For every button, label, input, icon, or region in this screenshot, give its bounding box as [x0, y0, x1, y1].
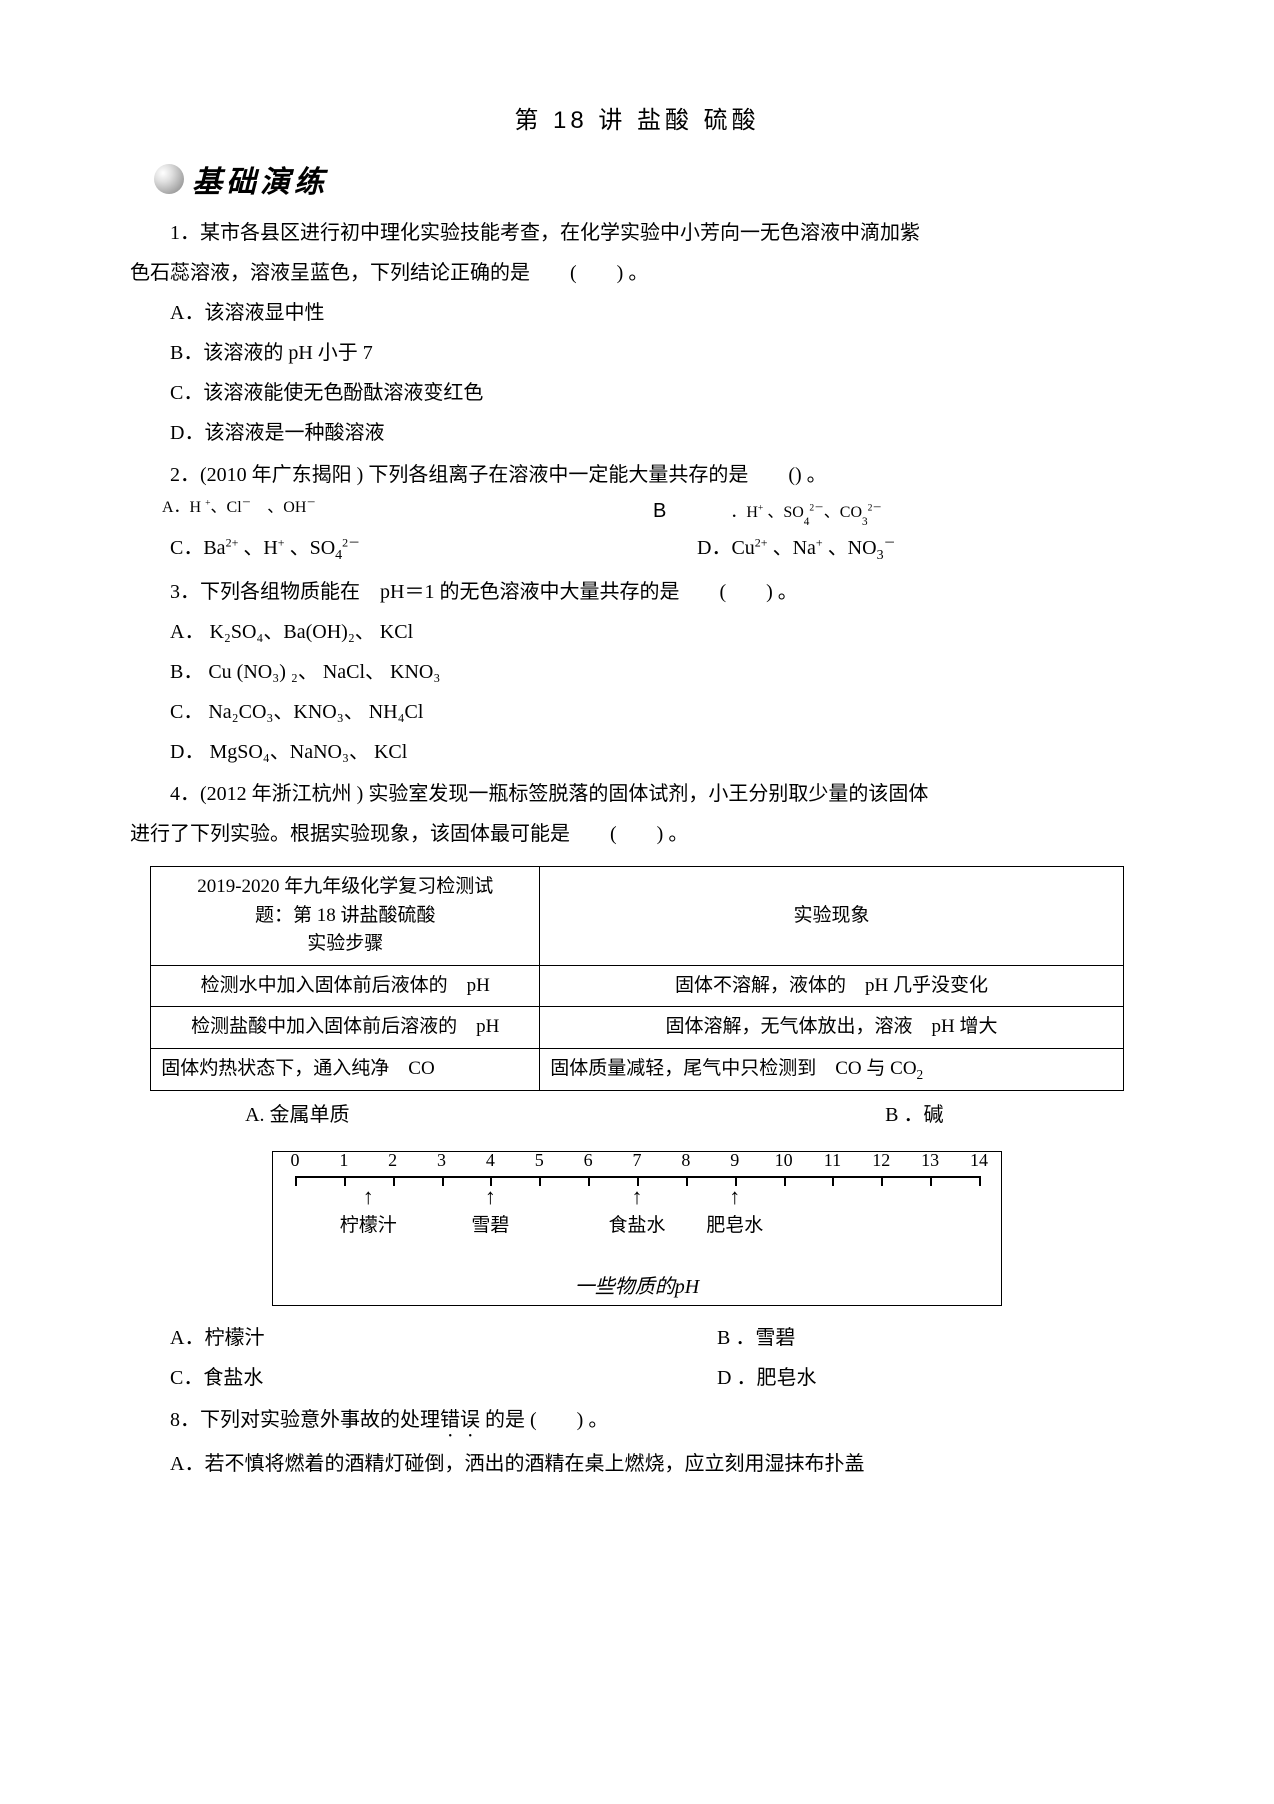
ph-arrow-icon: ↑	[485, 1184, 496, 1210]
ph-axis: 01234567891011121314↑柠檬汁↑雪碧↑食盐水↑肥皂水	[295, 1164, 979, 1206]
q3-stem: 3．下列各组物质能在 pH＝1 的无色溶液中大量共存的是 ( ) 。	[130, 572, 1144, 612]
table-row: 检测盐酸中加入固体前后溶液的 pH 固体溶解，无气体放出，溶液 pH 增大	[151, 1007, 1123, 1049]
q1-stem-line1: 1．某市各县区进行初中理化实验技能考查，在化学实验中小芳向一无色溶液中滴加紫	[130, 213, 1144, 253]
ph-tick	[881, 1176, 883, 1186]
ph-tick-label: 1	[339, 1150, 348, 1171]
ph-tick	[686, 1176, 688, 1186]
q1-stem-line2: 色石蕊溶液，溶液呈蓝色，下列结论正确的是 ( ) 。	[130, 253, 1144, 293]
ph-tick-label: 4	[486, 1150, 495, 1171]
q2-option-b: B ．H+ 、SO42－、CO32－	[653, 495, 1144, 528]
ph-tick-label: 3	[437, 1150, 446, 1171]
table-header-row: 2019-2020 年九年级化学复习检测试题：第 18 讲盐酸硫酸实验步骤 实验…	[151, 867, 1123, 966]
ph-scale-figure: 01234567891011121314↑柠檬汁↑雪碧↑食盐水↑肥皂水 一些物质…	[272, 1151, 1002, 1306]
section-title: 基础演练	[192, 157, 328, 201]
q7-row1: A．柠檬汁 B ．雪碧	[130, 1318, 1144, 1358]
table-cell: 固体不溶解，液体的 pH 几乎没变化	[540, 965, 1123, 1007]
q4-stem-line1: 4．(2012 年浙江杭州 ) 实验室发现一瓶标签脱落的固体试剂，小王分别取少量…	[130, 774, 1144, 814]
q4-option-a: A. 金属单质	[130, 1095, 465, 1135]
ph-tick-label: 2	[388, 1150, 397, 1171]
table-header-right: 实验现象	[540, 867, 1123, 966]
table-cell: 固体灼热状态下，通入纯净 CO	[151, 1048, 540, 1091]
ph-arrow-icon: ↑	[363, 1184, 374, 1210]
q1-option-b: B．该溶液的 pH 小于 7	[130, 333, 1144, 373]
ph-tick-label: 9	[730, 1150, 739, 1171]
q4-options: A. 金属单质 B ．碱	[130, 1095, 1144, 1135]
q7-option-a: A．柠檬汁	[130, 1318, 597, 1358]
table-cell: 固体溶解，无气体放出，溶液 pH 增大	[540, 1007, 1123, 1049]
ph-tick-label: 5	[535, 1150, 544, 1171]
ph-tick-label: 14	[970, 1150, 988, 1171]
q7-option-c: C．食盐水	[130, 1358, 597, 1398]
q1-option-a: A．该溶液显中性	[130, 293, 1144, 333]
ph-tick	[295, 1176, 297, 1186]
table-cell: 检测水中加入固体前后液体的 pH	[151, 965, 540, 1007]
ph-tick-label: 0	[290, 1150, 299, 1171]
q3-option-b: B． Cu (NO₃) ₂、 NaCl、 KNO₃	[130, 652, 1144, 692]
q4-option-b: B ．碱	[465, 1095, 1144, 1135]
ph-tick	[393, 1176, 395, 1186]
ph-caption: 一些物质的pH	[295, 1270, 979, 1299]
section-header: 基础演练	[154, 157, 1144, 201]
table-row: 固体灼热状态下，通入纯净 CO 固体质量减轻，尾气中只检测到 CO 与 CO2	[151, 1048, 1123, 1091]
experiment-table: 2019-2020 年九年级化学复习检测试题：第 18 讲盐酸硫酸实验步骤 实验…	[150, 866, 1123, 1091]
ph-arrow-icon: ↑	[729, 1184, 740, 1210]
q8-stem-a: 8．下列对实验意外事故的处理	[170, 1409, 440, 1431]
ph-tick-label: 7	[632, 1150, 641, 1171]
ph-tick-label: 11	[824, 1150, 841, 1171]
q3-option-c: C． Na₂CO₃、KNO₃、 NH₄Cl	[130, 692, 1144, 732]
ph-tick	[539, 1176, 541, 1186]
q8-stem-b: 的是 ( ) 。	[480, 1409, 608, 1431]
ph-tick-label: 13	[921, 1150, 939, 1171]
q2-option-d: D．Cu2+ 、Na+ 、NO3－	[617, 528, 1144, 570]
ph-marker-label: 柠檬汁	[340, 1210, 397, 1237]
q2-option-a: A．H +、Cl－ 、OH－	[162, 495, 653, 528]
ph-tick	[442, 1176, 444, 1186]
q4-stem-line2: 进行了下列实验。根据实验现象，该固体最可能是 ( ) 。	[130, 814, 1144, 854]
ph-tick	[979, 1176, 981, 1186]
q3-option-a: A． K₂SO₄、Ba(OH)₂、 KCl	[130, 612, 1144, 652]
ph-tick-label: 8	[681, 1150, 690, 1171]
sphere-icon	[154, 164, 184, 194]
table-header-left: 2019-2020 年九年级化学复习检测试题：第 18 讲盐酸硫酸实验步骤	[151, 867, 540, 966]
ph-tick	[344, 1176, 346, 1186]
ph-tick	[930, 1176, 932, 1186]
q1-option-c: C．该溶液能使无色酚酞溶液变红色	[130, 373, 1144, 413]
q3-option-d: D． MgSO₄、NaNO₃、 KCl	[130, 732, 1144, 772]
q8-option-a: A．若不慎将燃着的酒精灯碰倒，洒出的酒精在桌上燃烧，应立刻用湿抹布扑盖	[130, 1444, 1144, 1484]
q2-row2: C．Ba2+ 、H+ 、SO42－ D．Cu2+ 、Na+ 、NO3－	[130, 528, 1144, 570]
ph-marker-label: 食盐水	[608, 1210, 665, 1237]
q8-emph: 错误	[440, 1409, 480, 1431]
ph-tick	[588, 1176, 590, 1186]
q7-row2: C．食盐水 D ．肥皂水	[130, 1358, 1144, 1398]
ph-tick	[832, 1176, 834, 1186]
ph-tick-label: 12	[872, 1150, 890, 1171]
q2-option-c: C．Ba2+ 、H+ 、SO42－	[130, 528, 617, 570]
table-cell: 检测盐酸中加入固体前后溶液的 pH	[151, 1007, 540, 1049]
table-row: 检测水中加入固体前后液体的 pH 固体不溶解，液体的 pH 几乎没变化	[151, 965, 1123, 1007]
q7-option-b: B ．雪碧	[597, 1318, 1144, 1358]
ph-marker-label: 肥皂水	[706, 1210, 763, 1237]
q2-stem: 2．(2010 年广东揭阳 ) 下列各组离子在溶液中一定能大量共存的是 () 。	[130, 455, 1144, 495]
ph-tick-label: 6	[584, 1150, 593, 1171]
ph-marker-label: 雪碧	[471, 1210, 509, 1237]
ph-tick	[784, 1176, 786, 1186]
table-cell: 固体质量减轻，尾气中只检测到 CO 与 CO2	[540, 1048, 1123, 1091]
q2-row1: A．H +、Cl－ 、OH－ B ．H+ 、SO42－、CO32－	[130, 495, 1144, 528]
ph-arrow-icon: ↑	[631, 1184, 642, 1210]
lesson-title: 第 18 讲 盐酸 硫酸	[130, 100, 1144, 135]
ph-tick-label: 10	[775, 1150, 793, 1171]
q7-option-d: D ．肥皂水	[597, 1358, 1144, 1398]
q8-stem: 8．下列对实验意外事故的处理错误 的是 ( ) 。	[130, 1400, 1144, 1442]
q1-option-d: D．该溶液是一种酸溶液	[130, 413, 1144, 453]
